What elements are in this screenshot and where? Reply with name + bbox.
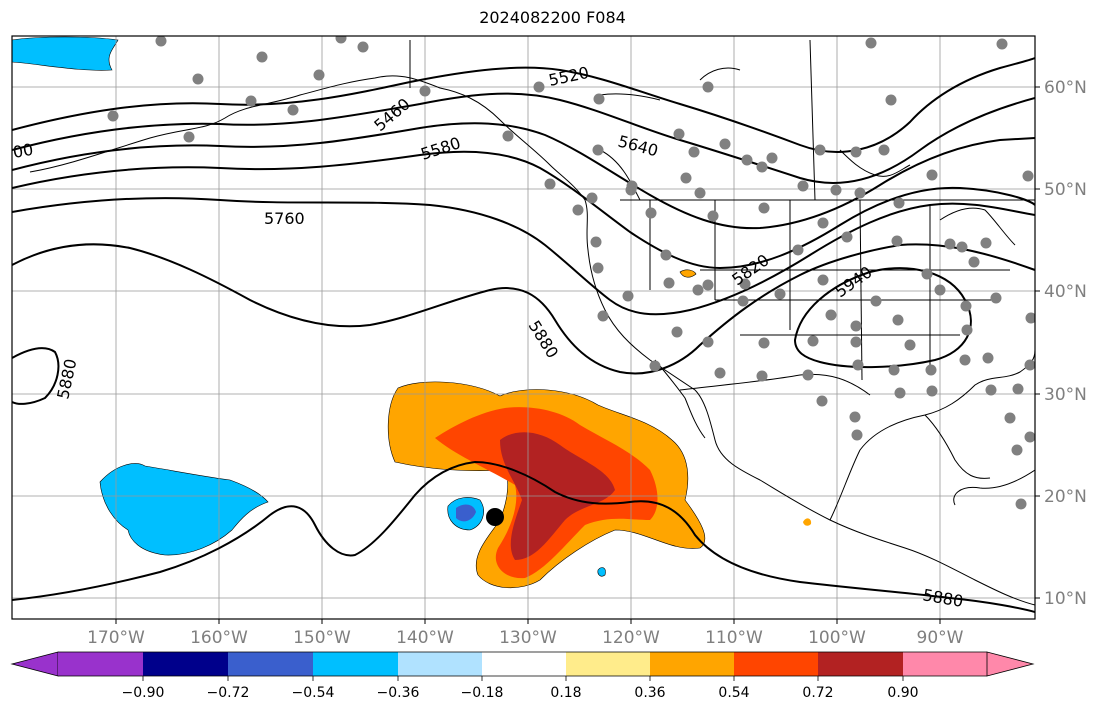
contour-label: 5760 [264, 209, 305, 228]
latitude-tick-label: 20°N [1044, 487, 1087, 507]
colorbar-swatch [650, 652, 734, 676]
colorbar-tick-label: −0.90 [122, 685, 165, 701]
colorbar-swatch [903, 652, 987, 676]
colorbar-extend-low [10, 651, 59, 677]
latitude-tick-label: 40°N [1044, 282, 1087, 302]
colorbar-tick-label: 0.18 [550, 685, 581, 701]
contour-label: 00 [11, 140, 34, 162]
colorbar-swatch [734, 652, 818, 676]
negative-anomaly-area [12, 36, 606, 577]
plot-title: 2024082200 F084 [479, 8, 626, 27]
colorbar-tick-label: 0.90 [887, 685, 918, 701]
colorbar-swatch [482, 652, 566, 676]
colorbar-tick-label: 0.54 [718, 685, 749, 701]
longitude-axis: 170°W 160°W 150°W 140°W 130°W 120°W 110°… [87, 619, 964, 648]
latitude-tick-label: 30°N [1044, 385, 1087, 405]
longitude-tick-label: 130°W [499, 628, 557, 648]
longitude-tick-label: 150°W [293, 628, 351, 648]
colorbar-swatch [398, 652, 482, 676]
colorbar-swatch [313, 652, 398, 676]
storm-center-marker [486, 508, 504, 526]
colorbar-tick-label: 0.72 [802, 685, 833, 701]
coastlines [29, 39, 1035, 606]
colorbar: −0.90 −0.72 −0.54 −0.36 −0.18 0.18 0.36 … [10, 651, 1035, 701]
latitude-tick-label: 50°N [1044, 180, 1087, 200]
colorbar-tick-label: −0.54 [292, 685, 335, 701]
longitude-tick-label: 100°W [808, 628, 866, 648]
colorbar-tick-label: 0.36 [634, 685, 665, 701]
map-frame [11, 35, 1036, 620]
station-markers [107, 36, 1035, 510]
longitude-tick-label: 110°W [705, 628, 763, 648]
colorbar-tick-label: −0.36 [377, 685, 420, 701]
longitude-tick-label: 120°W [602, 628, 660, 648]
height-contours [12, 57, 1035, 613]
colorbar-tick-label: −0.18 [461, 685, 504, 701]
colorbar-tick-label: −0.72 [207, 685, 250, 701]
latitude-tick-label: 60°N [1044, 78, 1087, 98]
latitude-tick-label: 10°N [1044, 589, 1087, 609]
colorbar-swatch [228, 652, 313, 676]
latitude-axis: 60°N 50°N 40°N 30°N 20°N 10°N [1035, 78, 1087, 609]
longitude-tick-label: 90°W [917, 628, 964, 648]
colorbar-swatch [143, 652, 228, 676]
longitude-tick-label: 170°W [87, 628, 145, 648]
colorbar-swatch [818, 652, 903, 676]
colorbar-swatch [58, 652, 143, 676]
longitude-tick-label: 160°W [190, 628, 248, 648]
longitude-tick-label: 140°W [396, 628, 454, 648]
graticule [12, 36, 1035, 619]
colorbar-extend-high [986, 651, 1035, 677]
colorbar-swatch [566, 652, 650, 676]
